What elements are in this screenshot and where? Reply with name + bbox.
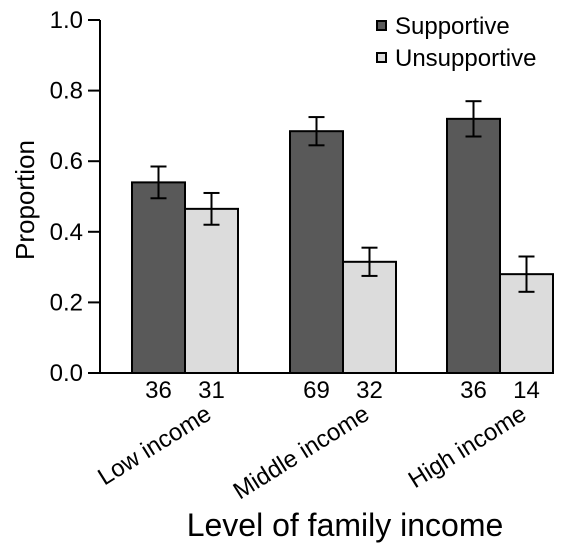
bar-supportive-2 bbox=[446, 117, 501, 374]
count-label: 14 bbox=[513, 377, 540, 404]
count-label: 36 bbox=[145, 377, 172, 404]
y-axis: 0.0 0.2 0.4 0.6 0.8 1.0 bbox=[50, 7, 101, 387]
y-tick-label: 0.8 bbox=[50, 78, 83, 105]
category-label: Low income bbox=[93, 400, 216, 491]
bar-supportive-0 bbox=[131, 181, 186, 374]
count-label: 36 bbox=[460, 377, 487, 404]
count-label: 31 bbox=[198, 377, 225, 404]
bar-unsupportive-0 bbox=[184, 207, 239, 374]
y-tick-label: 0.2 bbox=[50, 289, 83, 316]
legend: Supportive Unsupportive bbox=[376, 13, 536, 72]
bar-supportive-1 bbox=[289, 130, 344, 374]
category-label: Middle income bbox=[229, 400, 375, 505]
error-bar bbox=[361, 246, 378, 277]
error-bar bbox=[150, 165, 167, 200]
y-axis-label: Proportion bbox=[10, 140, 40, 260]
y-tick-label: 0.4 bbox=[50, 219, 83, 246]
count-label: 32 bbox=[356, 377, 383, 404]
y-tick-label: 0.6 bbox=[50, 148, 83, 175]
legend-swatch bbox=[376, 52, 387, 63]
error-bar bbox=[518, 255, 535, 293]
bar-unsupportive-1 bbox=[342, 260, 397, 374]
error-bar bbox=[308, 116, 325, 147]
x-axis-label: Level of family income bbox=[187, 507, 504, 543]
legend-label: Supportive bbox=[395, 13, 510, 40]
y-tick-label: 0.0 bbox=[50, 360, 83, 387]
bars bbox=[131, 100, 554, 374]
legend-label: Unsupportive bbox=[395, 45, 536, 72]
error-bar bbox=[203, 191, 220, 226]
category-label: High income bbox=[404, 400, 531, 494]
legend-swatch bbox=[376, 20, 387, 31]
count-label: 69 bbox=[303, 377, 330, 404]
legend-item-unsupportive: Unsupportive bbox=[376, 45, 536, 72]
error-bar bbox=[465, 100, 482, 138]
legend-item-supportive: Supportive bbox=[376, 13, 510, 40]
y-tick-label: 1.0 bbox=[50, 7, 83, 34]
